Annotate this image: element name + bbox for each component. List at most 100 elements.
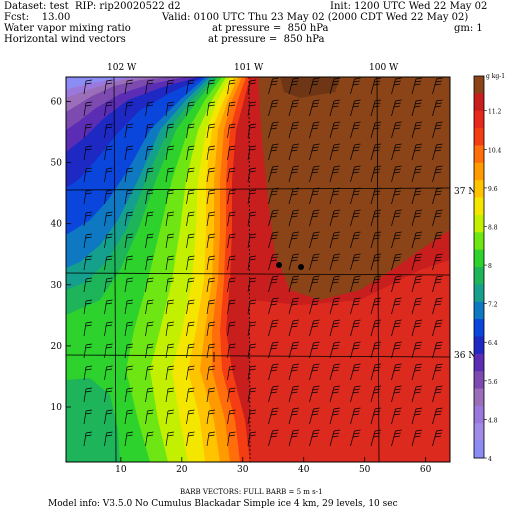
wind-barb bbox=[370, 165, 382, 183]
wind-barb bbox=[288, 297, 300, 315]
wind-barb bbox=[370, 77, 382, 95]
wind-barb bbox=[411, 99, 423, 117]
wind-barb bbox=[206, 365, 216, 381]
wind-barb bbox=[165, 431, 175, 447]
wind-barb bbox=[391, 187, 402, 205]
wind-barb bbox=[329, 429, 341, 447]
wind-barb bbox=[104, 211, 113, 227]
wind-barb bbox=[186, 101, 195, 117]
wind-barb bbox=[186, 211, 195, 227]
colorbar-label: 5.6 bbox=[488, 379, 498, 386]
wind-barb bbox=[350, 341, 361, 359]
x-tick-label: 20 bbox=[176, 465, 188, 475]
wind-barb bbox=[370, 341, 382, 359]
x-axis: 10 20 30 40 50 60 bbox=[115, 457, 432, 475]
wind-barb bbox=[309, 363, 320, 381]
colorbar-swatch bbox=[474, 76, 484, 94]
wind-barb bbox=[288, 143, 300, 161]
wind-barb bbox=[391, 341, 402, 359]
wind-barb bbox=[309, 319, 320, 337]
wind-barb bbox=[227, 79, 236, 95]
wind-barb bbox=[104, 299, 113, 315]
wind-barb bbox=[329, 209, 341, 227]
wind-barb bbox=[124, 145, 134, 161]
wind-barb bbox=[329, 143, 341, 161]
wind-barb bbox=[350, 99, 361, 117]
colorbar-swatch bbox=[474, 371, 484, 390]
wind-barb bbox=[432, 121, 443, 139]
wind-barb bbox=[350, 209, 361, 227]
colorbar-label: 4 bbox=[488, 456, 492, 463]
wind-barb bbox=[145, 145, 154, 161]
wind-barb bbox=[165, 79, 175, 95]
wind-barb bbox=[288, 187, 300, 205]
barb-note: BARB VECTORS: FULL BARB = 5 m s-1 bbox=[180, 488, 323, 496]
wind-barb bbox=[206, 321, 216, 337]
colorbar-swatch bbox=[474, 145, 484, 164]
wind-barb bbox=[83, 387, 93, 403]
wind-barb bbox=[411, 121, 423, 139]
wind-barb bbox=[186, 409, 195, 425]
wind-barb bbox=[83, 365, 93, 381]
wind-barb bbox=[104, 277, 113, 293]
wind-barb bbox=[350, 407, 361, 425]
wind-barb bbox=[165, 211, 175, 227]
wind-barb bbox=[370, 407, 382, 425]
wind-barb bbox=[186, 277, 195, 293]
wind-barb bbox=[370, 253, 382, 271]
wind-barb bbox=[104, 321, 113, 337]
colorbar: 11.2 10.4 9.6 8.8 8 7.2 6.4 5.6 4.8 4 bbox=[473, 75, 502, 463]
wind-barb bbox=[145, 365, 154, 381]
wind-barb bbox=[309, 143, 320, 161]
colorbar-swatch bbox=[474, 197, 484, 216]
wind-barb bbox=[247, 123, 257, 139]
wind-barb bbox=[247, 101, 257, 117]
wind-barb bbox=[124, 321, 134, 337]
wind-barb bbox=[432, 231, 443, 249]
wind-barb bbox=[350, 77, 361, 95]
wind-barb bbox=[227, 145, 236, 161]
y-tick-label: 20 bbox=[51, 342, 63, 352]
wind-barb bbox=[83, 409, 93, 425]
colorbar-swatch bbox=[474, 284, 484, 303]
wind-barb bbox=[268, 253, 279, 271]
forecast-hour: Fcst: 13.00 bbox=[4, 12, 71, 23]
model-info: Model info: V3.5.0 No Cumulus Blackadar … bbox=[48, 499, 398, 509]
wind-barb bbox=[411, 385, 423, 403]
wind-barb bbox=[206, 233, 216, 249]
wind-barb bbox=[329, 121, 341, 139]
wind-barb bbox=[432, 275, 443, 293]
field-2-level: at pressure = 850 hPa bbox=[208, 34, 325, 45]
colorbar-label: 4.8 bbox=[488, 417, 498, 424]
wind-barb bbox=[350, 319, 361, 337]
wind-barb bbox=[145, 123, 154, 139]
wind-barb bbox=[309, 385, 320, 403]
wind-barb bbox=[268, 209, 279, 227]
wind-barb bbox=[350, 121, 361, 139]
wind-barb bbox=[124, 409, 134, 425]
colorbar-label: 7.2 bbox=[488, 302, 498, 309]
colorbar-swatch bbox=[474, 162, 484, 181]
wind-barb bbox=[411, 187, 423, 205]
wind-barb bbox=[206, 167, 216, 183]
wind-barb bbox=[288, 209, 300, 227]
wind-barb bbox=[206, 189, 216, 205]
wind-barb bbox=[227, 343, 236, 359]
wind-barb bbox=[391, 407, 402, 425]
wind-barb bbox=[329, 363, 341, 381]
x-tick-label: 40 bbox=[298, 465, 310, 475]
wind-barb bbox=[83, 431, 93, 447]
wind-barb bbox=[432, 77, 443, 95]
wind-barb bbox=[83, 343, 93, 359]
colorbar-swatch bbox=[474, 128, 484, 146]
wind-barb bbox=[206, 211, 216, 227]
wind-barb bbox=[268, 319, 279, 337]
wind-barb bbox=[247, 343, 257, 359]
wind-barb bbox=[247, 255, 257, 271]
lat-label-36n: 36 N bbox=[454, 351, 476, 361]
wind-barb bbox=[186, 321, 195, 337]
wind-barb bbox=[83, 233, 93, 249]
wind-barb bbox=[227, 277, 236, 293]
wind-barb bbox=[370, 275, 382, 293]
wind-barb bbox=[104, 167, 113, 183]
